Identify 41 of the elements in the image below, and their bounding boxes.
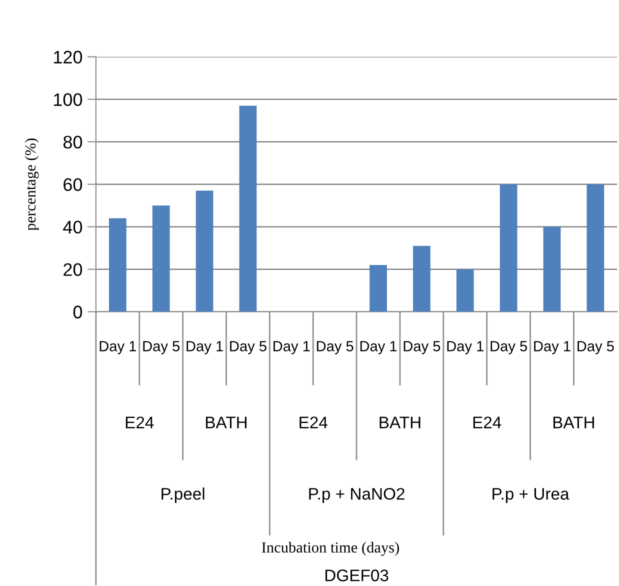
x-tick-label: Day 5 [578,341,614,354]
bar [413,246,430,312]
bar [239,106,257,312]
text: P.peel [162,488,204,504]
text: E24 [300,416,328,428]
bar [586,184,604,312]
y-tick-label: 120 [54,50,82,64]
x-tick-label: Day 5 [404,341,440,354]
x-tick-label: Day 1 [274,341,310,354]
y-tick-label: 60 [64,178,82,192]
bar [543,226,561,312]
text: BATH [380,416,420,428]
y-tick-label: 100 [54,93,82,106]
bar [152,206,170,312]
text: P.p + Urea [492,488,570,504]
text: E24 [473,416,502,428]
x-tick-label: Day 5 [143,341,180,354]
x-tick-label: Day 1 [186,341,223,354]
y-tick-label: 20 [64,263,82,276]
bar [370,265,387,312]
text: P.p + NaNO2 [309,488,404,504]
y-tick-label: 80 [63,136,82,149]
text: DGEF03 [325,570,388,582]
y-tick-label: 0 [73,306,82,318]
text: E24 [126,416,154,428]
x-tick-label: Day 1 [360,341,397,354]
bar [196,190,214,312]
x-tick-label: Day 1 [100,341,136,354]
x-tick-label: Day 1 [447,341,484,354]
y-tick-label: 40 [63,220,82,234]
x-tick-label: Day 5 [316,341,354,354]
text: BATH [206,416,246,428]
y-axis-title: percentage (%) [24,138,39,230]
text: BATH [553,416,594,428]
text: Incubation time (days) [262,542,399,556]
bar [456,269,474,312]
bar [108,218,126,312]
x-tick-label: Day 1 [534,341,570,354]
x-tick-label: Day 5 [230,341,266,354]
bar [500,184,518,312]
x-tick-label: Day 5 [490,341,527,354]
